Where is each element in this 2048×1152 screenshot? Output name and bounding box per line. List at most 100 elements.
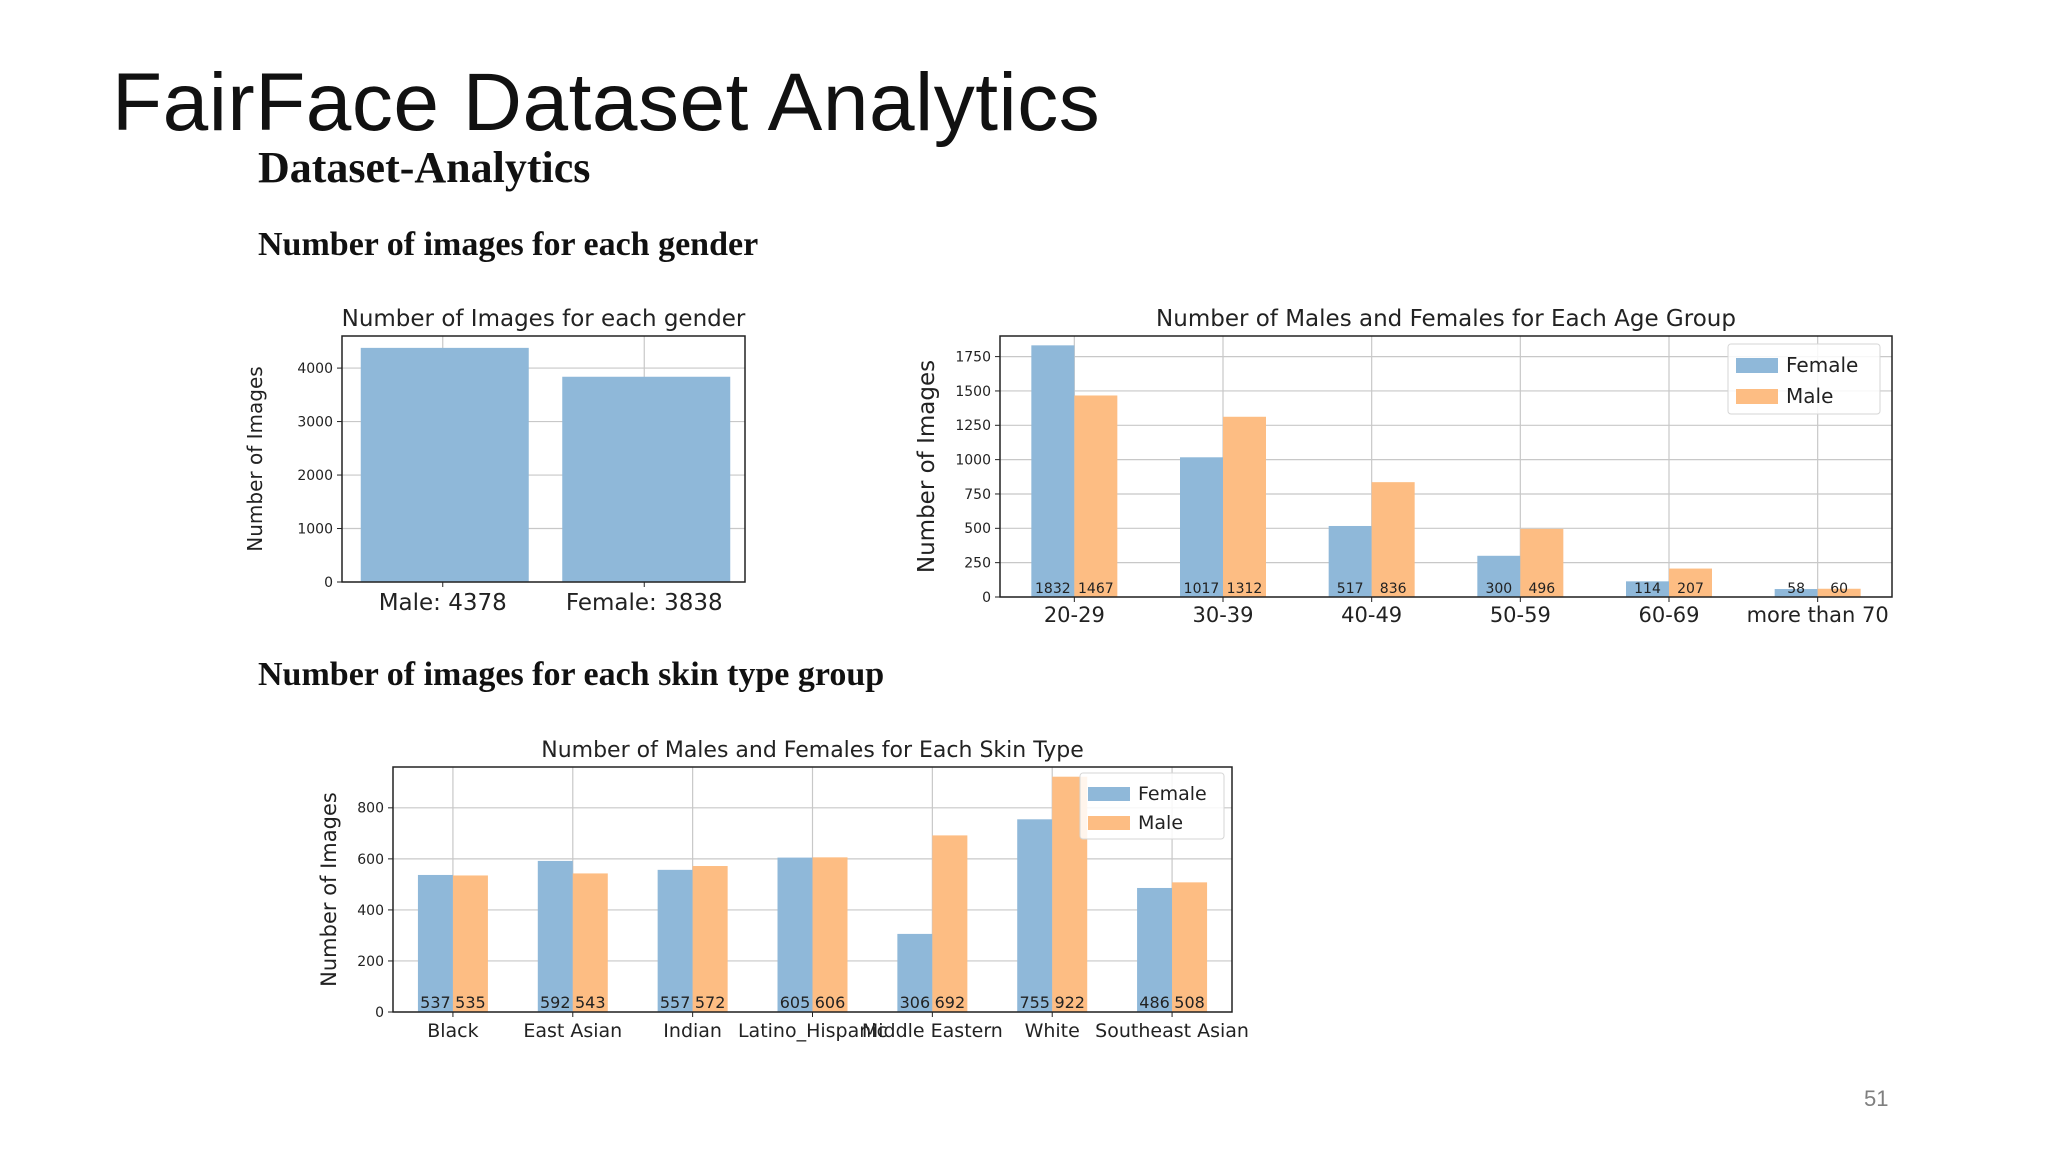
data-label: 300 bbox=[1485, 581, 1512, 597]
y-tick-label: 1000 bbox=[297, 521, 333, 537]
data-label: 496 bbox=[1528, 581, 1555, 597]
data-label: 543 bbox=[575, 993, 606, 1012]
data-label: 1467 bbox=[1078, 581, 1114, 597]
bar-female bbox=[1328, 525, 1372, 597]
y-tick-label: 800 bbox=[357, 801, 384, 817]
data-label: 755 bbox=[1019, 993, 1050, 1012]
bar-male bbox=[1669, 568, 1712, 597]
legend-label-female: Female bbox=[1138, 783, 1207, 805]
y-tick-label: 250 bbox=[964, 556, 991, 572]
bar-female bbox=[1477, 555, 1521, 597]
x-category-label: Indian bbox=[663, 1020, 722, 1042]
y-tick-label: 0 bbox=[982, 590, 991, 606]
data-label: 537 bbox=[420, 993, 451, 1012]
y-tick-label: 1500 bbox=[955, 384, 991, 400]
data-label: 1017 bbox=[1184, 581, 1220, 597]
page-number: 51 bbox=[1864, 1086, 1889, 1111]
data-label: 592 bbox=[540, 993, 571, 1012]
x-category-label: East Asian bbox=[523, 1020, 622, 1042]
bar-male bbox=[692, 866, 728, 1012]
data-label: 836 bbox=[1380, 581, 1407, 597]
plot-frame bbox=[999, 335, 1893, 598]
data-label: 606 bbox=[815, 993, 846, 1012]
bar-male bbox=[452, 875, 488, 1012]
legend-label-male: Male bbox=[1138, 812, 1183, 834]
chart-title: Number of Images for each gender bbox=[342, 306, 746, 332]
x-category-label: 50-59 bbox=[1490, 603, 1551, 627]
legend-label-male: Male bbox=[1786, 384, 1833, 408]
data-label: 557 bbox=[660, 993, 691, 1012]
data-label: 60 bbox=[1830, 581, 1848, 597]
data-label: 922 bbox=[1054, 993, 1085, 1012]
bar-female bbox=[1137, 887, 1173, 1012]
bar-male bbox=[1371, 482, 1415, 597]
x-category-label: Latino_Hispanic bbox=[738, 1020, 887, 1042]
data-label: 486 bbox=[1139, 993, 1170, 1012]
bar-female bbox=[1017, 819, 1053, 1012]
slide-subtitle: Dataset-Analytics bbox=[258, 143, 591, 192]
legend-swatch-female bbox=[1736, 358, 1778, 373]
plot-frame bbox=[341, 335, 746, 583]
data-label: 692 bbox=[935, 993, 966, 1012]
bar-male bbox=[1223, 416, 1266, 597]
y-tick-label: 500 bbox=[964, 521, 991, 537]
y-tick-label: 600 bbox=[357, 852, 384, 868]
data-label: 517 bbox=[1337, 581, 1364, 597]
y-tick-label: 0 bbox=[324, 575, 333, 591]
bar-female bbox=[1180, 457, 1223, 597]
y-tick-label: 4000 bbox=[297, 361, 333, 377]
bar-female bbox=[777, 857, 813, 1012]
legend-swatch-male bbox=[1088, 816, 1130, 830]
y-axis-label: Number of Images bbox=[243, 366, 267, 551]
y-tick-label: 2000 bbox=[297, 468, 333, 484]
y-tick-label: 400 bbox=[357, 903, 384, 919]
bar-male bbox=[1520, 528, 1564, 597]
y-axis-label: Number of Images bbox=[317, 792, 341, 987]
section-heading-gender: Number of images for each gender bbox=[258, 226, 759, 263]
bar-female bbox=[1774, 589, 1818, 597]
data-label: 572 bbox=[695, 993, 726, 1012]
bar-male bbox=[1817, 588, 1861, 597]
y-tick-label: 750 bbox=[964, 487, 991, 503]
bar-female bbox=[1031, 345, 1075, 597]
x-category-label: 20-29 bbox=[1044, 603, 1105, 627]
x-category-label: more than 70 bbox=[1747, 603, 1889, 627]
data-label: 306 bbox=[900, 993, 931, 1012]
x-category-label: 60-69 bbox=[1638, 603, 1699, 627]
data-label: 605 bbox=[780, 993, 811, 1012]
y-tick-label: 3000 bbox=[297, 414, 333, 430]
legend-swatch-male bbox=[1736, 389, 1778, 404]
chart-title: Number of Males and Females for Each Ski… bbox=[541, 738, 1083, 763]
bar-female bbox=[562, 376, 731, 582]
data-label: 207 bbox=[1677, 581, 1704, 597]
bar-female bbox=[657, 869, 693, 1012]
bar-female bbox=[1626, 581, 1669, 597]
legend-swatch-female bbox=[1088, 787, 1130, 801]
x-category-label: Southeast Asian bbox=[1095, 1020, 1249, 1042]
bar-male bbox=[360, 347, 529, 582]
x-category-label: Black bbox=[427, 1020, 478, 1042]
y-tick-label: 1250 bbox=[955, 418, 991, 434]
x-category-label: White bbox=[1025, 1020, 1080, 1042]
plot-frame bbox=[392, 766, 1233, 1013]
y-axis-label: Number of Images bbox=[914, 360, 940, 573]
chart-title: Number of Males and Females for Each Age… bbox=[1156, 306, 1736, 332]
bar-male bbox=[932, 835, 968, 1012]
bar-male bbox=[572, 873, 608, 1012]
data-label: 508 bbox=[1174, 993, 1205, 1012]
bar-female bbox=[537, 860, 573, 1012]
y-tick-label: 0 bbox=[375, 1005, 384, 1021]
section-heading-skin: Number of images for each skin type grou… bbox=[258, 656, 885, 693]
bar-female bbox=[417, 874, 453, 1012]
y-tick-label: 1000 bbox=[955, 453, 991, 469]
slide-title: FairFace Dataset Analytics bbox=[112, 57, 1101, 148]
bar-male bbox=[812, 857, 848, 1012]
x-category-label: Male: 4378 bbox=[379, 590, 507, 616]
x-category-label: 40-49 bbox=[1341, 603, 1402, 627]
x-category-label: Female: 3838 bbox=[566, 590, 723, 616]
data-label: 535 bbox=[455, 993, 486, 1012]
x-category-label: Middle Eastern bbox=[862, 1020, 1003, 1042]
